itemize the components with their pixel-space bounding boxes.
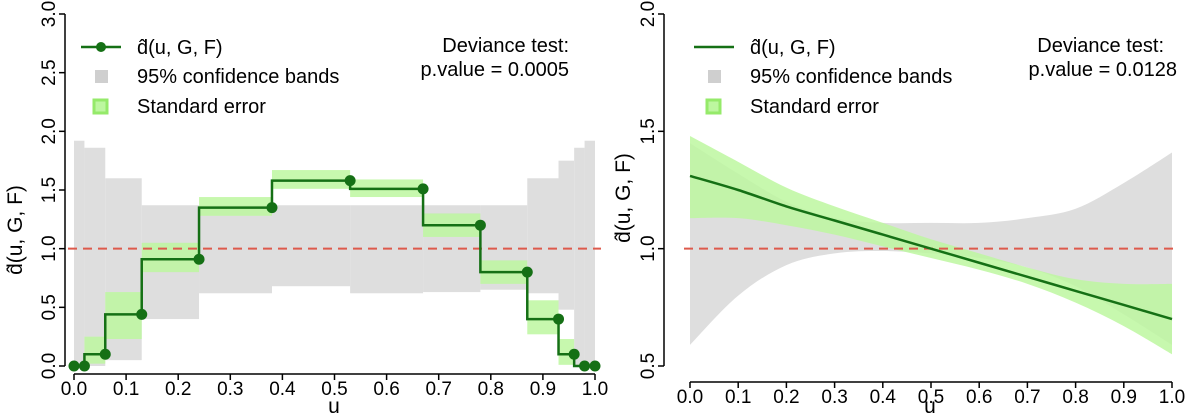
x-tick-label: 0.4 [870,387,897,408]
estimate-point [417,183,429,195]
left-annotation-pvalue: p.value = 0.0005 [421,59,569,81]
left-annotation-title: Deviance test: [442,35,569,57]
x-tick-label: 1.0 [582,379,608,400]
left-x-axis-label: u [328,395,340,418]
left-panel: 0.0 0.1 0.2 0.3 0.4 0.5 0.6 0.7 0.8 0.9 1.0 0.0 0.5… [4,1,608,418]
x-tick-label: 0.9 [1111,387,1137,408]
ci-band-segment [574,147,585,366]
x-tick-label: 0.7 [425,379,451,400]
x-tick-label: 0.9 [530,379,556,400]
right-y-ticks: 0.5 1.0 1.5 2.0 [638,1,664,379]
left-x-ticks: 0.0 0.1 0.2 0.3 0.4 0.5 0.6 0.7 0.8 0.9 1.0 [61,374,608,400]
left-standard-error-band [74,170,595,366]
estimate-point [474,219,486,231]
ci-band-segment [527,178,559,294]
estimate-point [136,308,148,320]
estimate-point [521,266,533,278]
se-band-segment [84,336,106,364]
left-legend-label-se: Standard error [137,96,266,118]
estimate-point [553,313,565,325]
left-legend-label-estimate: d̂(u, G, F) [137,37,223,59]
x-tick-label: 0.4 [269,379,296,400]
se-band [690,136,1172,355]
estimate-point [568,348,580,360]
left-y-ticks: 0.0 0.5 1.0 1.5 2.0 2.5 3.0 [39,1,65,379]
estimate-point [579,360,591,372]
estimate-point [344,175,356,187]
x-tick-label: 0.3 [217,379,243,400]
right-legend: d̂(u, G, F) 95% confidence bands Standar… [694,37,952,118]
left-legend-point-swatch [96,42,106,52]
y-tick-label: 3.0 [39,1,60,27]
x-tick-label: 1.0 [1159,387,1185,408]
right-legend-ci-swatch [708,70,721,83]
x-tick-label: 0.8 [478,379,504,400]
y-tick-label: 1.5 [39,177,60,203]
left-legend: d̂(u, G, F) 95% confidence bands Standar… [81,37,339,118]
se-band-segment [558,339,575,365]
right-legend-label-ci: 95% confidence bands [750,66,952,88]
x-tick-label: 0.5 [918,387,944,408]
se-band-segment [141,242,200,273]
y-tick-label: 0.5 [638,353,659,379]
left-estimate-points [68,175,601,372]
y-tick-label: 1.0 [39,235,60,261]
right-legend-se-swatch [705,98,722,115]
estimate-point [99,348,111,360]
x-tick-label: 0.1 [725,387,751,408]
right-y-axis-label: d̂(u, G, F) [612,153,635,243]
ci-band-segment [74,140,85,366]
right-x-ticks: 0.0 0.1 0.2 0.3 0.4 0.5 0.6 0.7 0.8 0.9 1.0 [677,382,1185,408]
y-tick-label: 1.0 [638,235,659,261]
ci-band-segment [558,160,575,310]
right-standard-error-band [690,136,1172,355]
x-tick-label: 0.7 [1014,387,1040,408]
estimate-point [68,360,80,372]
estimate-point [78,360,90,372]
ci-band-segment [271,205,351,287]
right-estimate-line [689,174,1173,321]
y-tick-label: 2.0 [39,118,60,144]
x-tick-label: 0.6 [966,387,992,408]
y-tick-label: 2.0 [638,1,659,27]
x-tick-label: 0.0 [677,387,703,408]
x-tick-label: 0.2 [165,379,191,400]
right-x-axis-label: u [924,395,936,418]
x-tick-label: 0.6 [373,379,399,400]
ci-band-segment [584,140,595,366]
x-tick-label: 0.2 [773,387,799,408]
y-tick-label: 1.5 [638,118,659,144]
left-legend-ci-swatch [95,70,108,83]
left-legend-label-ci: 95% confidence bands [137,66,339,88]
left-y-axis-label: d̂(u, G, F) [4,185,27,275]
x-tick-label: 0.1 [113,379,139,400]
left-estimate-step-line [74,179,595,368]
x-tick-label: 0.3 [821,387,847,408]
left-legend-se-swatch [92,98,109,115]
right-annotation-title: Deviance test: [1037,35,1164,57]
y-tick-label: 0.0 [39,353,60,379]
x-tick-label: 0.8 [1062,387,1088,408]
right-annotation-pvalue: p.value = 0.0128 [1029,59,1177,81]
ci-band-segment [84,147,106,366]
estimate-point [589,360,601,372]
right-legend-label-se: Standard error [750,96,879,118]
x-tick-label: 0.0 [61,379,87,400]
right-panel: 0.0 0.1 0.2 0.3 0.4 0.5 0.6 0.7 0.8 0.9 1.0 0.5 1.0… [612,1,1185,418]
estimate-point [266,202,278,214]
y-tick-label: 2.5 [39,59,60,85]
estimate-point [193,253,205,265]
y-tick-label: 0.5 [39,294,60,320]
right-legend-label-estimate: d̂(u, G, F) [750,37,836,59]
x-tick-label: 0.5 [321,379,347,400]
